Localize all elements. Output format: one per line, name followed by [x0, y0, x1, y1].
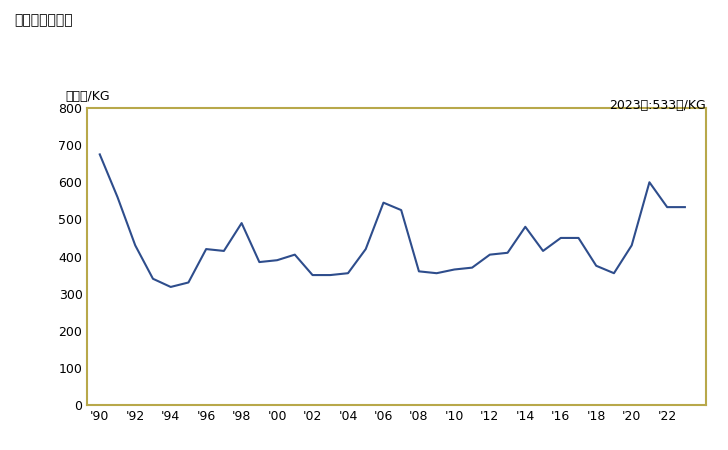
Text: 2023年:533円/KG: 2023年:533円/KG [609, 99, 706, 112]
Text: 輸入価格の推移: 輸入価格の推移 [15, 14, 74, 27]
Text: 単位円/KG: 単位円/KG [66, 90, 110, 103]
